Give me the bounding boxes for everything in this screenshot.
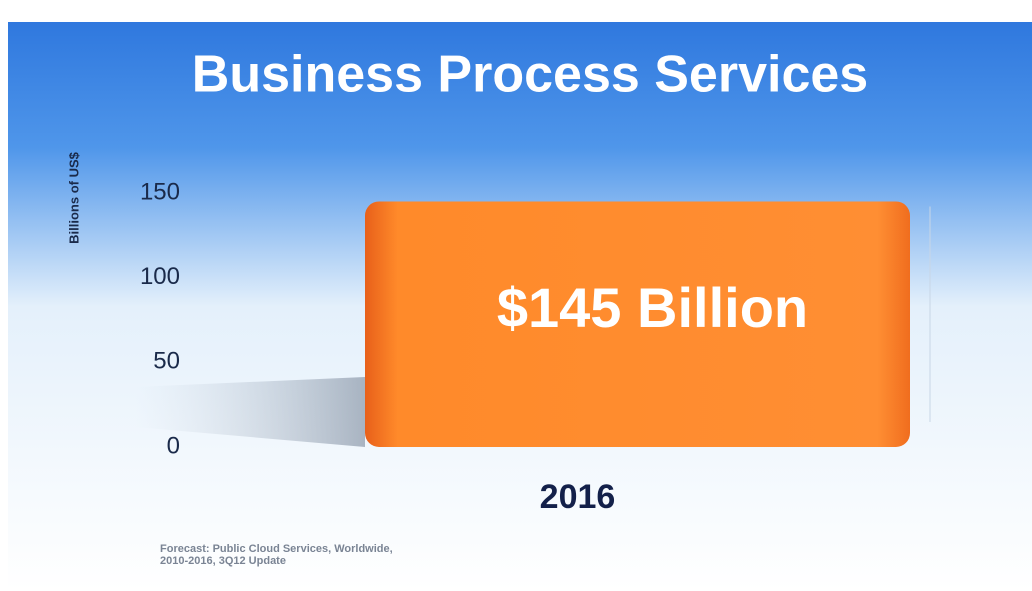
bar — [365, 201, 910, 447]
y-axis-label: Billions of US$ — [66, 151, 81, 244]
y-tick-label: 0 — [167, 432, 180, 459]
bar-shadow — [135, 377, 365, 447]
bar-value-label: $145 Billion — [497, 276, 808, 339]
source-note: Forecast: Public Cloud Services, Worldwi… — [160, 543, 393, 567]
y-tick-label: 100 — [140, 263, 180, 290]
y-tick-label: 50 — [153, 348, 180, 375]
chart-title: Business Process Services — [192, 46, 868, 104]
y-tick-label: 150 — [140, 178, 180, 205]
x-tick-label: 2016 — [540, 478, 616, 516]
